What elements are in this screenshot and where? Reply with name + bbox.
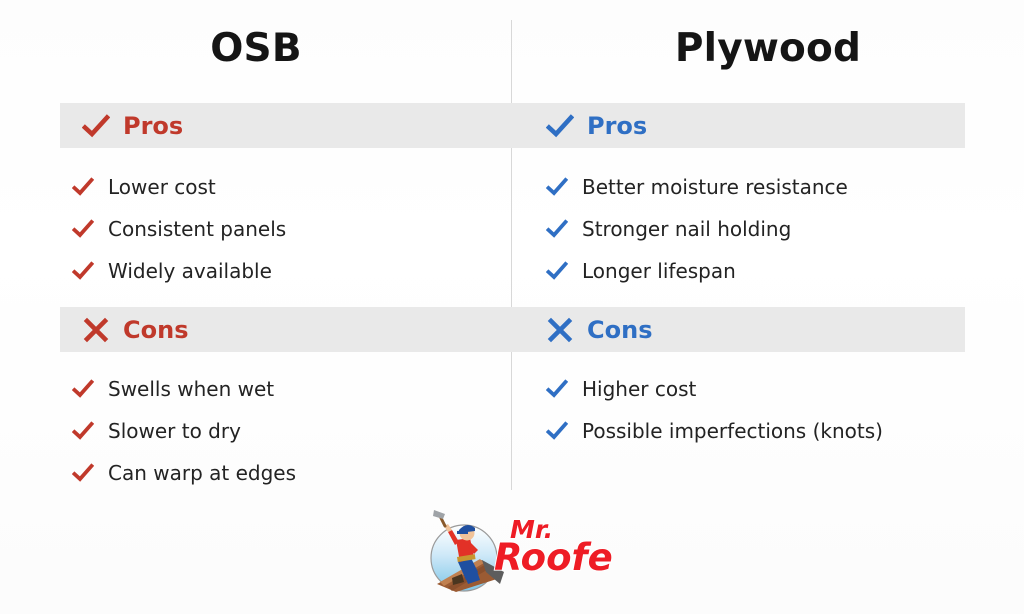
list-item-label: Higher cost — [582, 377, 697, 401]
list-item: Stronger nail holding — [546, 208, 998, 250]
list-item-label: Widely available — [108, 259, 272, 283]
check-icon — [72, 420, 94, 442]
cons-section-band: Cons Cons — [60, 307, 965, 352]
pros-list-osb: Lower cost Consistent panels Widely avai… — [72, 166, 524, 292]
list-item: Possible imperfections (knots) — [546, 410, 998, 452]
list-item: Slower to dry — [72, 410, 524, 452]
cons-heading-plywood: Cons — [512, 307, 964, 352]
list-item: Can warp at edges — [72, 452, 524, 494]
pros-label-osb: Pros — [123, 111, 184, 140]
pros-heading-plywood: Pros — [512, 103, 964, 148]
column-titles: OSB Plywood — [0, 18, 1024, 78]
cons-heading-osb: Cons — [60, 307, 512, 352]
list-item: Better moisture resistance — [546, 166, 998, 208]
list-item-label: Swells when wet — [108, 377, 275, 401]
check-icon — [546, 218, 568, 240]
list-item-label: Can warp at edges — [108, 461, 297, 485]
list-item: Longer lifespan — [546, 250, 998, 292]
logo-line-1: Mr. — [510, 515, 553, 544]
list-item: Widely available — [72, 250, 524, 292]
list-item: Swells when wet — [72, 368, 524, 410]
list-item-label: Lower cost — [108, 175, 216, 199]
pros-section-band: Pros Pros — [60, 103, 965, 148]
column-title-osb: OSB — [210, 25, 302, 71]
check-icon — [546, 176, 568, 198]
cons-list-osb: Swells when wet Slower to dry Can warp a… — [72, 368, 524, 494]
cons-label-plywood: Cons — [587, 315, 653, 344]
cross-icon — [546, 316, 574, 344]
check-icon — [546, 112, 574, 140]
list-item-label: Stronger nail holding — [582, 217, 792, 241]
list-item: Lower cost — [72, 166, 524, 208]
check-icon — [82, 112, 110, 140]
list-item: Higher cost — [546, 368, 998, 410]
pros-heading-osb: Pros — [60, 103, 512, 148]
check-icon — [72, 176, 94, 198]
pros-list-plywood: Better moisture resistance Stronger nail… — [546, 166, 998, 292]
cons-list-plywood: Higher cost Possible imperfections (knot… — [546, 368, 998, 452]
list-item: Consistent panels — [72, 208, 524, 250]
check-icon — [72, 378, 94, 400]
list-item-label: Slower to dry — [108, 419, 241, 443]
check-icon — [546, 260, 568, 282]
mr-roofer-logo: Mr. Roofer — [412, 500, 612, 600]
list-item-label: Possible imperfections (knots) — [582, 419, 883, 443]
column-title-plywood: Plywood — [674, 25, 862, 71]
logo-line-2: Roofer — [494, 536, 612, 579]
check-icon — [546, 420, 568, 442]
list-item-label: Longer lifespan — [582, 259, 736, 283]
list-item-label: Consistent panels — [108, 217, 287, 241]
check-icon — [72, 462, 94, 484]
check-icon — [546, 378, 568, 400]
title-cell-plywood: Plywood — [512, 18, 1024, 78]
cons-label-osb: Cons — [123, 315, 189, 344]
cross-icon — [82, 316, 110, 344]
check-icon — [72, 260, 94, 282]
column-divider — [511, 20, 512, 490]
logo-wordmark: Mr. Roofer — [493, 514, 612, 580]
list-item-label: Better moisture resistance — [582, 175, 848, 199]
logo-roofer-figure — [433, 510, 480, 585]
check-icon — [72, 218, 94, 240]
title-cell-osb: OSB — [0, 18, 512, 78]
pros-label-plywood: Pros — [587, 111, 648, 140]
